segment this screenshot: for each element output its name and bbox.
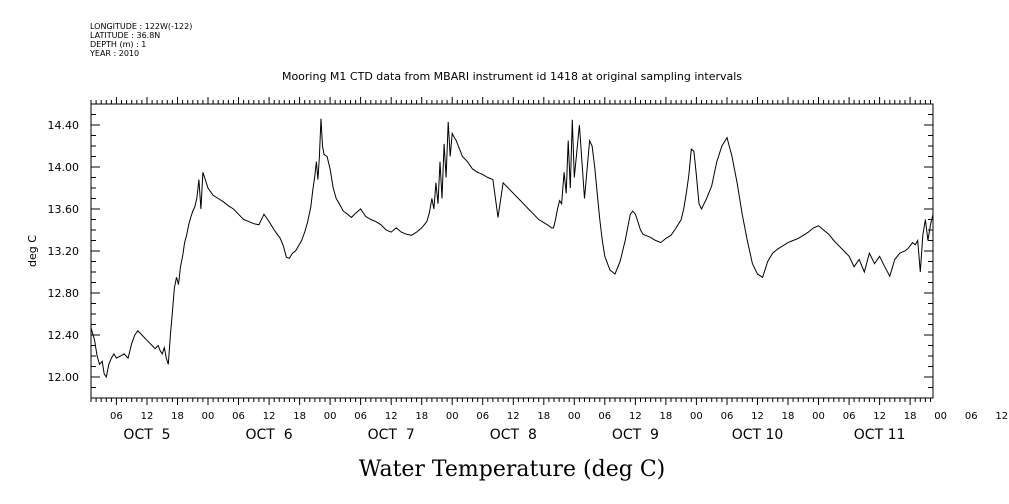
depth-text: DEPTH (m) : 1 (90, 40, 147, 49)
x-tick-label: 06 (232, 411, 245, 422)
x-tick-label: 18 (660, 411, 673, 422)
x-tick-label: 12 (995, 411, 1008, 422)
plot-frame (90, 103, 934, 399)
y-tick-labels: 12.00 12.40 12.80 13.20 13.60 14.00 14.40 (48, 119, 80, 384)
x-tick-label: 18 (293, 411, 306, 422)
y-tick-label: 13.60 (48, 203, 80, 216)
y-tick-label: 13.20 (48, 245, 80, 258)
x-tick-label: 12 (751, 411, 764, 422)
x-day-label: OCT 11 (854, 427, 906, 443)
x-tick-label: 12 (141, 411, 154, 422)
x-tick-label: 06 (598, 411, 611, 422)
chart-title: Mooring M1 CTD data from MBARI instrumen… (282, 70, 742, 83)
x-tick-label: 06 (843, 411, 856, 422)
x-tick-label: 06 (354, 411, 367, 422)
x-day-labels: OCT 5 OCT 6 OCT 7 OCT 8 OCT 9 OCT 10 OCT 11 (123, 427, 905, 443)
metadata-block: LONGITUDE : 122W(-122) LATITUDE : 36.8N … (90, 22, 192, 58)
x-tick-label: 00 (812, 411, 825, 422)
x-tick-label: 00 (202, 411, 215, 422)
x-day-label: OCT 10 (732, 427, 784, 443)
x-day-label: OCT 5 (123, 427, 170, 443)
x-tick-label: 00 (324, 411, 337, 422)
x-day-label: OCT 7 (368, 427, 415, 443)
x-day-label: OCT 8 (490, 427, 537, 443)
longitude-text: LONGITUDE : 122W(-122) (90, 22, 193, 31)
x-tick-label: 18 (171, 411, 184, 422)
y-tick-label: 14.40 (48, 119, 80, 132)
y-tick-label: 12.40 (48, 329, 80, 342)
x-tick-label: 00 (568, 411, 581, 422)
x-tick-label: 12 (263, 411, 276, 422)
x-tick-label: 06 (110, 411, 123, 422)
x-tick-label: 06 (721, 411, 734, 422)
x-tick-label: 18 (904, 411, 917, 422)
x-tick-label: 18 (782, 411, 795, 422)
x-tick-label: 12 (385, 411, 398, 422)
year-text: YEAR : 2010 (90, 49, 140, 58)
axis-ticks (90, 97, 933, 405)
x-tick-label: 12 (629, 411, 642, 422)
y-axis-label: deg C (26, 235, 39, 267)
x-tick-labels: 06 12 18 00 06 12 18 00 06 12 18 00 06 12 18 00 06 12 18 00… (110, 411, 1008, 422)
x-day-label: OCT 6 (246, 427, 293, 443)
x-tick-label: 12 (507, 411, 520, 422)
x-tick-label: 18 (537, 411, 550, 422)
x-tick-label: 12 (873, 411, 886, 422)
x-tick-label: 06 (965, 411, 978, 422)
y-tick-label: 14.00 (48, 161, 80, 174)
x-axis-label: Water Temperature (deg C) (359, 457, 666, 482)
x-tick-label: 00 (446, 411, 459, 422)
y-tick-label: 12.00 (48, 371, 80, 384)
x-tick-label: 06 (476, 411, 489, 422)
series-line (90, 118, 934, 379)
x-tick-label: 00 (934, 411, 947, 422)
latitude-text: LATITUDE : 36.8N (90, 31, 161, 40)
x-tick-label: 00 (690, 411, 703, 422)
x-tick-label: 18 (415, 411, 428, 422)
y-tick-label: 12.80 (48, 287, 80, 300)
x-day-label: OCT 9 (612, 427, 659, 443)
